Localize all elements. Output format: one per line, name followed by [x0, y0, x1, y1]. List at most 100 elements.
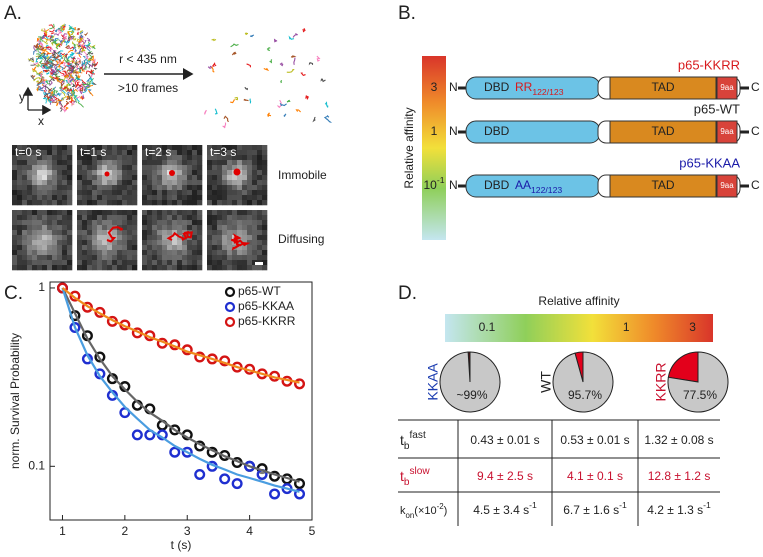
image-pixel [122, 215, 127, 220]
image-pixel [112, 215, 117, 220]
image-pixel [167, 165, 172, 170]
image-pixel [122, 220, 127, 225]
image-pixel [197, 240, 202, 245]
image-pixel [242, 250, 247, 255]
image-pixel [222, 225, 227, 230]
panel-label: C. [4, 283, 23, 304]
image-pixel [132, 145, 137, 150]
image-pixel [182, 265, 187, 270]
text-part: 122/123 [531, 185, 562, 195]
track [63, 96, 66, 100]
image-pixel [207, 175, 212, 180]
image-pixel [132, 200, 137, 205]
image-pixel [252, 245, 257, 250]
image-pixel [222, 185, 227, 190]
image-pixel [127, 190, 132, 195]
image-pixel [262, 255, 267, 260]
image-pixel [247, 150, 252, 155]
image-pixel [17, 265, 22, 270]
image-pixel [187, 265, 192, 270]
image-pixel [117, 210, 122, 215]
image-pixel [97, 195, 102, 200]
image-pixel [52, 155, 57, 160]
image-pixel [82, 225, 87, 230]
image-pixel [212, 240, 217, 245]
track [58, 66, 61, 69]
image-pixel [22, 160, 27, 165]
track [43, 39, 47, 43]
image-pixel [142, 240, 147, 245]
image-pixel [257, 255, 262, 260]
image-pixel [242, 215, 247, 220]
image-pixel [177, 185, 182, 190]
image-pixel [192, 200, 197, 205]
image-pixel [262, 250, 267, 255]
image-pixel [47, 195, 52, 200]
image-pixel [157, 170, 162, 175]
image-pixel [162, 235, 167, 240]
image-pixel [62, 155, 67, 160]
x-tick-label: 4 [246, 524, 253, 538]
image-pixel [27, 210, 32, 215]
image-pixel [62, 235, 67, 240]
image-pixel [102, 230, 107, 235]
image-pixel [217, 190, 222, 195]
image-pixel [117, 240, 122, 245]
image-pixel [47, 255, 52, 260]
image-pixel [27, 200, 32, 205]
image-pixel [117, 200, 122, 205]
image-pixel [102, 235, 107, 240]
image-pixel [67, 150, 72, 155]
image-pixel [197, 215, 202, 220]
image-pixel [127, 150, 132, 155]
image-pixel [77, 235, 82, 240]
image-pixel [157, 230, 162, 235]
image-pixel [232, 255, 237, 260]
image-pixel [207, 215, 212, 220]
image-pixel [192, 250, 197, 255]
image-pixel [17, 180, 22, 185]
image-pixel [167, 230, 172, 235]
image-pixel [192, 165, 197, 170]
image-pixel [242, 180, 247, 185]
image-pixel [12, 215, 17, 220]
image-pixel [117, 160, 122, 165]
image-pixel [177, 195, 182, 200]
image-pixel [157, 225, 162, 230]
image-pixel [177, 165, 182, 170]
image-pixel [107, 265, 112, 270]
text-part: 0.43 ± 0.01 s [470, 433, 539, 447]
image-pixel [122, 190, 127, 195]
image-pixel [147, 250, 152, 255]
text-part: 0.53 ± 0.01 s [560, 433, 629, 447]
image-pixel [32, 175, 37, 180]
pie-label: ~99% [456, 388, 487, 402]
image-pixel [167, 245, 172, 250]
image-pixel [177, 240, 182, 245]
image-pixel [12, 190, 17, 195]
image-pixel [142, 170, 147, 175]
image-pixel [57, 170, 62, 175]
image-pixel [242, 150, 247, 155]
image-pixel [22, 165, 27, 170]
image-pixel [132, 175, 137, 180]
text-part: fast [410, 430, 426, 441]
image-pixel [22, 250, 27, 255]
image-pixel [87, 240, 92, 245]
image-pixel [147, 160, 152, 165]
image-pixel [132, 195, 137, 200]
image-pixel [167, 265, 172, 270]
image-pixel [197, 210, 202, 215]
image-pixel [257, 160, 262, 165]
image-pixel [82, 210, 87, 215]
image-pixel [32, 255, 37, 260]
image-pixel [77, 215, 82, 220]
image-pixel [17, 200, 22, 205]
image-pixel [32, 240, 37, 245]
track [31, 65, 36, 66]
image-pixel [217, 265, 222, 270]
image-pixel [182, 215, 187, 220]
pie-slice [668, 352, 698, 382]
image-pixel [172, 195, 177, 200]
image-pixel [222, 220, 227, 225]
